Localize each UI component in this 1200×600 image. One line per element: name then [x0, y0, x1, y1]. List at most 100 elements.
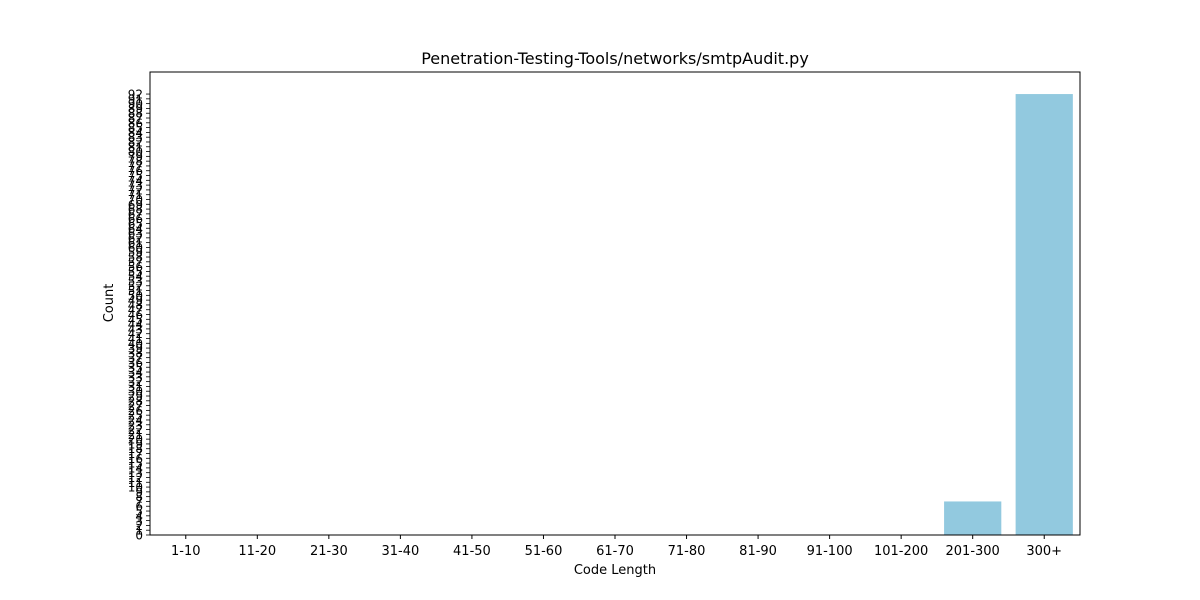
y-tick-label: 81	[128, 140, 143, 154]
y-tick-label: 76	[128, 164, 143, 178]
y-tick-label: 69	[128, 198, 143, 212]
y-tick-label: 23	[128, 418, 143, 432]
y-tick-label: 72	[128, 183, 143, 197]
y-tick-label: 4	[135, 509, 143, 523]
y-tick-label: 50	[128, 289, 143, 303]
y-tick-label: 84	[128, 126, 143, 140]
y-tick-label: 11	[128, 476, 143, 490]
y-tick-label: 17	[128, 447, 143, 461]
y-tick-label: 57	[128, 255, 143, 269]
y-tick-label: 59	[128, 246, 143, 260]
y-tick-label: 73	[128, 179, 143, 193]
y-tick-label: 27	[128, 399, 143, 413]
y-tick-label: 14	[128, 461, 143, 475]
y-tick-label: 41	[128, 332, 143, 346]
y-tick-label: 44	[128, 318, 143, 332]
y-tick-label: 47	[128, 303, 143, 317]
y-tick-label: 37	[128, 351, 143, 365]
plot-area-frame	[149, 71, 1081, 536]
bars-layer	[944, 94, 1073, 536]
y-tick-label: 19	[128, 437, 143, 451]
x-tick-label: 11-20	[238, 544, 276, 559]
y-tick-label: 58	[128, 251, 143, 265]
y-tick-label: 56	[128, 260, 143, 274]
x-tick-label: 101-200	[874, 544, 928, 559]
y-tick-label: 45	[128, 313, 143, 327]
y-tick-label: 42	[128, 327, 143, 341]
y-tick-label: 78	[128, 155, 143, 169]
y-tick-label: 12	[128, 471, 143, 485]
x-tick-label: 91-100	[807, 544, 853, 559]
y-tick-label: 52	[128, 279, 143, 293]
y-tick-label: 64	[128, 222, 143, 236]
y-tick-label: 8	[135, 490, 143, 504]
x-axis-label: Code Length	[574, 563, 656, 578]
y-tick-label: 39	[128, 342, 143, 356]
y-axis-label: Count	[102, 284, 117, 323]
y-tick-label: 25	[128, 409, 143, 423]
y-tick-label: 6	[135, 500, 143, 514]
y-tick-label: 75	[128, 169, 143, 183]
y-tick-label: 22	[128, 423, 143, 437]
y-tick-label: 51	[128, 284, 143, 298]
bar-300+	[1015, 94, 1073, 536]
y-tick-label: 35	[128, 361, 143, 375]
y-tick-label: 61	[128, 236, 143, 250]
y-tick-label: 10	[128, 481, 143, 495]
y-tick-label: 1	[135, 524, 143, 538]
x-tick-label: 21-30	[310, 544, 348, 559]
x-tick-label: 61-70	[596, 544, 634, 559]
y-tick-label: 87	[128, 112, 143, 126]
chart-title: Penetration-Testing-Tools/networks/smtpA…	[421, 49, 809, 68]
y-tick-label: 5	[135, 505, 143, 519]
y-tick-label: 26	[128, 404, 143, 418]
y-tick-label: 20	[128, 433, 143, 447]
x-tick-label: 81-90	[739, 544, 777, 559]
y-tick-label: 34	[128, 366, 143, 380]
y-tick-label: 86	[128, 116, 143, 130]
y-tick-label: 9	[135, 485, 143, 499]
y-tick-label: 90	[128, 97, 143, 111]
y-tick-label: 70	[128, 193, 143, 207]
y-tick-label: 88	[128, 107, 143, 121]
y-tick-label: 55	[128, 265, 143, 279]
y-tick-label: 40	[128, 337, 143, 351]
y-tick-label: 18	[128, 442, 143, 456]
y-tick-label: 65	[128, 217, 143, 231]
y-tick-label: 32	[128, 375, 143, 389]
y-tick-label: 30	[128, 385, 143, 399]
x-tick-label: 300+	[1026, 544, 1062, 559]
y-tick-label: 74	[128, 174, 143, 188]
y-tick-label: 38	[128, 346, 143, 360]
x-tick-label: 41-50	[453, 544, 491, 559]
y-tick-label: 62	[128, 231, 143, 245]
y-tick-label: 15	[128, 457, 143, 471]
y-tick-label: 13	[128, 466, 143, 480]
y-tick-label: 49	[128, 294, 143, 308]
y-tick-label: 28	[128, 394, 143, 408]
y-tick-label: 48	[128, 298, 143, 312]
y-tick-label: 80	[128, 145, 143, 159]
y-tick-label: 77	[128, 159, 143, 173]
bar-201-300	[944, 501, 1002, 535]
y-tick-label: 54	[128, 270, 143, 284]
y-tick-label: 21	[128, 428, 143, 442]
y-tick-label: 31	[128, 380, 143, 394]
y-axis-ticks: 0123456789101112131415161718192021222324…	[128, 88, 150, 543]
y-tick-label: 46	[128, 308, 143, 322]
y-tick-label: 60	[128, 241, 143, 255]
y-tick-label: 82	[128, 135, 143, 149]
x-axis-ticks: 1-10 11-20 21-30 31-40 41-50 51-60 61-70 71-80 8…	[171, 535, 1062, 559]
x-tick-label: 71-80	[668, 544, 706, 559]
y-tick-label: 24	[128, 413, 143, 427]
y-tick-label: 79	[128, 150, 143, 164]
y-tick-label: 0	[135, 529, 143, 543]
y-tick-label: 3	[135, 514, 143, 528]
y-tick-label: 71	[128, 188, 143, 202]
y-tick-label: 53	[128, 274, 143, 288]
y-tick-label: 7	[135, 495, 143, 509]
y-tick-label: 33	[128, 370, 143, 384]
y-tick-label: 43	[128, 322, 143, 336]
y-tick-label: 66	[128, 212, 143, 226]
y-tick-label: 68	[128, 203, 143, 217]
